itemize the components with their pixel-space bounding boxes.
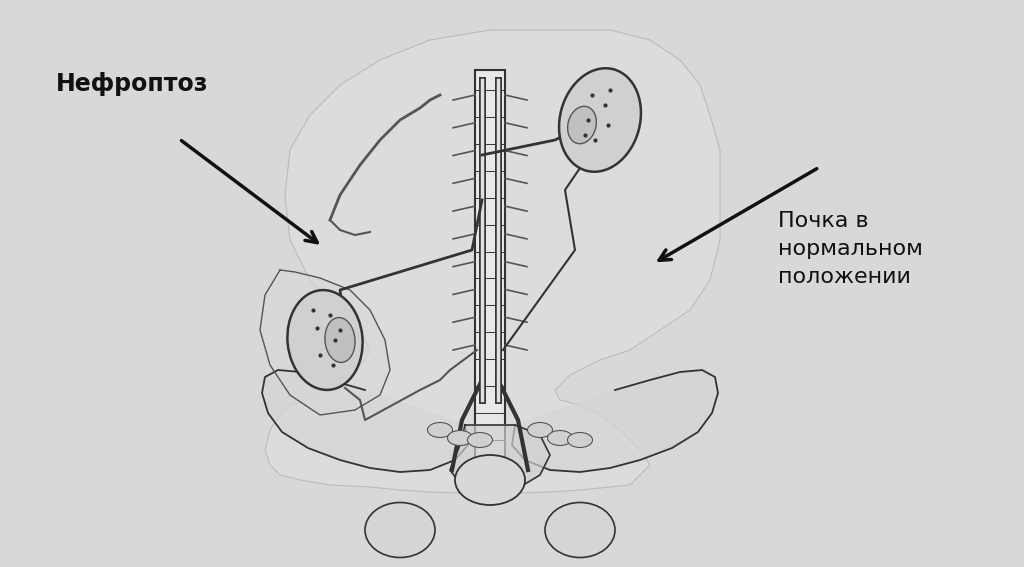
Ellipse shape bbox=[427, 422, 453, 438]
Polygon shape bbox=[265, 30, 720, 495]
Text: Почка в
нормальном
положении: Почка в нормальном положении bbox=[778, 211, 923, 287]
Ellipse shape bbox=[567, 433, 593, 447]
Ellipse shape bbox=[455, 455, 525, 505]
Ellipse shape bbox=[288, 290, 362, 390]
Text: Нефроптоз: Нефроптоз bbox=[56, 73, 209, 96]
Ellipse shape bbox=[325, 318, 355, 362]
Polygon shape bbox=[512, 370, 718, 472]
Polygon shape bbox=[262, 370, 468, 472]
Ellipse shape bbox=[365, 502, 435, 557]
Ellipse shape bbox=[559, 68, 641, 172]
Ellipse shape bbox=[447, 430, 472, 446]
FancyBboxPatch shape bbox=[475, 70, 505, 460]
Ellipse shape bbox=[548, 430, 572, 446]
Ellipse shape bbox=[545, 502, 615, 557]
Polygon shape bbox=[260, 270, 390, 415]
Ellipse shape bbox=[567, 106, 596, 143]
Ellipse shape bbox=[527, 422, 553, 438]
Polygon shape bbox=[450, 425, 550, 500]
Ellipse shape bbox=[468, 433, 493, 447]
